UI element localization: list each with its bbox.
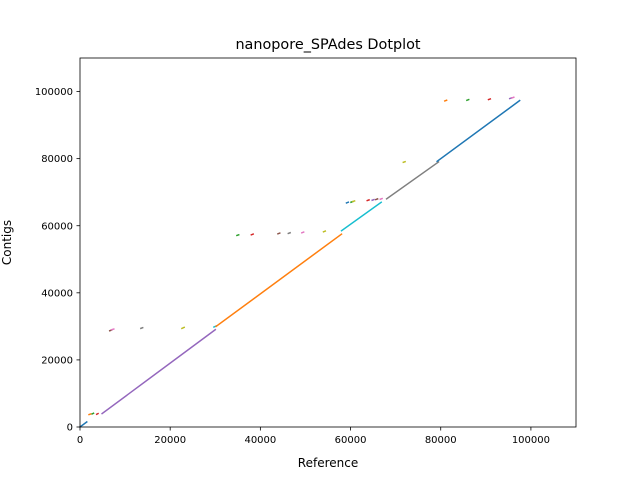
alignment-segment-16 bbox=[322, 230, 327, 233]
y-tick-label: 80000 bbox=[41, 154, 73, 165]
alignment-segment-29 bbox=[465, 98, 470, 102]
alignment-segment-14 bbox=[287, 231, 292, 235]
y-tick-label: 40000 bbox=[41, 288, 73, 299]
x-axis-ticks: 0 20000 40000 60000 80000 100000 bbox=[77, 427, 550, 446]
x-tick-label: 60000 bbox=[335, 435, 367, 446]
alignment-segment-12 bbox=[250, 233, 255, 236]
alignment-segment-8 bbox=[180, 326, 186, 330]
alignment-segment-0 bbox=[78, 420, 88, 429]
alignment-segment-30 bbox=[487, 97, 492, 101]
alignment-segment-7 bbox=[139, 326, 144, 330]
alignment-segment-2 bbox=[91, 412, 95, 415]
alignment-segment-26 bbox=[402, 160, 407, 164]
chart-title: nanopore_SPAdes Dotplot bbox=[235, 37, 420, 53]
x-tick-label: 40000 bbox=[244, 435, 276, 446]
alignment-segment-4 bbox=[101, 328, 217, 415]
plot-frame bbox=[79, 57, 577, 428]
alignment-segment-24 bbox=[379, 197, 384, 201]
alignment-segment-15 bbox=[300, 231, 305, 234]
y-tick-label: 100000 bbox=[35, 87, 73, 98]
alignment-segment-23 bbox=[374, 197, 379, 201]
alignment-segment-1 bbox=[88, 412, 92, 416]
x-tick-label: 0 bbox=[77, 435, 83, 446]
alignment-segment-17 bbox=[340, 201, 383, 232]
alignment-segment-25 bbox=[385, 160, 440, 200]
x-tick-label: 20000 bbox=[154, 435, 186, 446]
alignment-segment-20 bbox=[351, 199, 356, 203]
x-tick-label: 80000 bbox=[425, 435, 457, 446]
alignment-segment-28 bbox=[443, 99, 448, 102]
alignment-segment-6 bbox=[110, 328, 115, 331]
y-tick-label: 60000 bbox=[41, 221, 73, 232]
x-tick-label: 100000 bbox=[512, 435, 550, 446]
alignment-segment-11 bbox=[235, 233, 240, 237]
alignment-segment-18 bbox=[345, 201, 350, 204]
alignment-segment-21 bbox=[366, 198, 370, 202]
y-axis-label: Contigs bbox=[0, 220, 14, 265]
y-tick-label: 0 bbox=[67, 423, 73, 434]
alignment-segment-22 bbox=[371, 198, 375, 202]
alignment-segment-10 bbox=[215, 233, 343, 328]
y-axis-ticks: 0 20000 40000 60000 80000 100000 bbox=[35, 87, 80, 434]
alignment-segment-3 bbox=[95, 412, 100, 416]
alignment-segment-32 bbox=[511, 96, 515, 99]
y-tick-label: 20000 bbox=[41, 356, 73, 367]
x-axis-label: Reference bbox=[298, 456, 358, 470]
alignment-segment-13 bbox=[276, 232, 281, 235]
series-layer bbox=[78, 96, 521, 429]
alignment-segment-27 bbox=[436, 99, 521, 163]
